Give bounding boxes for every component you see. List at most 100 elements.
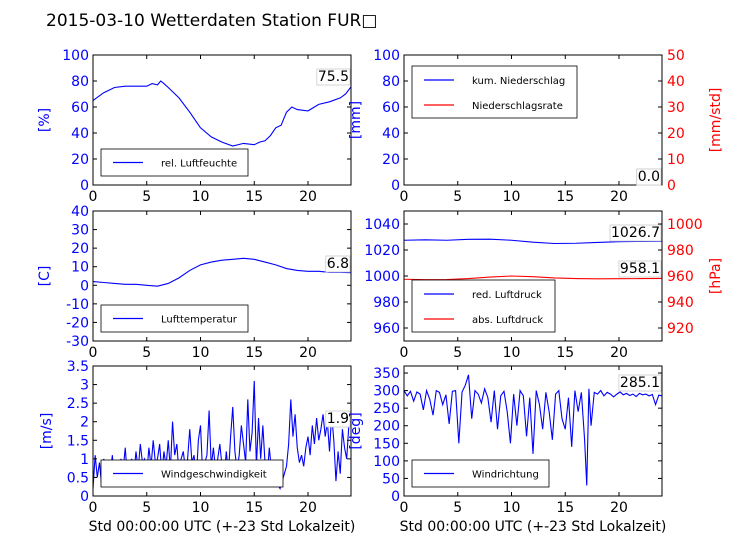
y-tick-label: 100 (373, 454, 400, 470)
x-tick-label: 5 (453, 189, 462, 205)
y2-axis-label-precipitation: [mm/std] (708, 88, 724, 153)
y-tick-label: 0 (391, 489, 400, 505)
x-tick-label: 0 (89, 500, 98, 516)
y-tick-label: 960 (373, 321, 400, 337)
y2-tick-label: 1000 (667, 217, 703, 233)
plot-frame-wind-speed (92, 365, 352, 497)
x-tick-label: 20 (299, 345, 317, 361)
current-value-label: 6.8 (327, 256, 349, 272)
y-tick-label: 20 (71, 241, 89, 257)
current-value-label: 1026.7 (611, 225, 660, 241)
x-tick-label: 0 (400, 345, 409, 361)
y-tick-label: 20 (71, 152, 89, 168)
x-tick-label: 15 (556, 345, 574, 361)
y2-axis-label-pressure: [hPa] (708, 258, 724, 294)
panel-pressure: 0 5 10 15 20 960 980 1000 1020 1040 920 940 960 980 10… (364, 210, 724, 361)
x-tick-label: 5 (453, 500, 462, 516)
legend-box-pressure (411, 279, 556, 333)
y2-tick-label: 10 (667, 152, 685, 168)
series-line-wind-direction-0 (404, 374, 662, 486)
y2-tick-label: 980 (667, 243, 694, 259)
y-tick-label: 980 (373, 295, 400, 311)
y-tick-label: 60 (382, 100, 400, 116)
x-tick-label: 10 (192, 189, 210, 205)
y-tick-label: 200 (373, 419, 400, 435)
y-tick-label: 40 (71, 204, 89, 220)
x-tick-label: 15 (245, 345, 263, 361)
plot-frame-temperature (92, 210, 352, 342)
y-tick-label: 150 (373, 436, 400, 452)
y-tick-label: 3 (80, 378, 89, 394)
y2-tick-label: 960 (667, 269, 694, 285)
series-line-pressure-1 (404, 275, 662, 281)
y-tick-label: 250 (373, 401, 400, 417)
panel-wind-direction: 0 5 10 15 20050100150200250300350[deg]Windri… (348, 365, 663, 516)
x-tick-label: 15 (556, 500, 574, 516)
y-axis-label-wind-direction: [deg] (348, 412, 364, 449)
y-tick-label: 0 (80, 489, 89, 505)
panel-precipitation: 0 5 10 15 20 0 20 40 60 80 100 0 10 20 30 40 50 [mm] [mm/s… (348, 48, 724, 205)
y-tick-label: -10 (66, 297, 89, 313)
x-tick-label: 20 (299, 189, 317, 205)
x-tick-label: 0 (89, 345, 98, 361)
y-axis-label-humidity: [%] (37, 108, 53, 132)
y-tick-label: -30 (66, 334, 89, 350)
x-tick-label: 10 (192, 345, 210, 361)
legend-label: Lufttemperatur (161, 315, 238, 326)
legend-label: kum. Niederschlag (472, 76, 565, 87)
y-tick-label: 350 (373, 366, 400, 382)
y-tick-label: 1040 (364, 217, 400, 233)
y-tick-label: 300 (373, 384, 400, 400)
y-tick-label: 2.5 (67, 396, 89, 412)
current-value-box (316, 68, 351, 86)
figure-title: 2015-03-10 Wetterdaten Station FUR□ (46, 11, 377, 31)
current-value-label: 1.9 (327, 411, 349, 427)
y-tick-label: 60 (71, 100, 89, 116)
x-tick-label: 20 (610, 345, 628, 361)
series-line-temperature-0 (93, 257, 351, 287)
x-tick-label: 15 (245, 500, 263, 516)
series-line-humidity-0 (93, 80, 351, 147)
y-tick-label: 0 (80, 178, 89, 194)
current-value-box (618, 374, 662, 392)
x-axis-label-left: Std 00:00:00 UTC (+-23 Std Lokalzeit) (89, 519, 356, 535)
y-tick-label: 1.5 (67, 433, 89, 449)
y2-tick-label: 40 (667, 74, 685, 90)
y2-tick-label: 20 (667, 126, 685, 142)
x-tick-label: 0 (89, 189, 98, 205)
legend-label: Windrichtung (472, 470, 539, 481)
y-tick-label: 40 (382, 126, 400, 142)
y-tick-label: 100 (373, 48, 400, 64)
x-tick-label: 15 (556, 189, 574, 205)
current-value-box (325, 410, 351, 428)
x-tick-label: 20 (610, 500, 628, 516)
plot-frame-humidity (92, 54, 352, 186)
current-value-label: 958.1 (620, 261, 660, 277)
panel-humidity: 0 5 10 15 20 0 20 40 60 80 100 [%] rel. Luftfeuchte 7… (37, 48, 352, 205)
legend-label: red. Luftdruck (472, 290, 542, 301)
x-tick-label: 10 (503, 189, 521, 205)
plot-frame-wind-direction (403, 365, 663, 497)
x-tick-label: 10 (192, 500, 210, 516)
y2-tick-label: 50 (667, 48, 685, 64)
x-tick-label: 5 (142, 500, 151, 516)
y2-tick-label: 940 (667, 295, 694, 311)
y-tick-label: 10 (71, 260, 89, 276)
current-value-box (636, 168, 662, 186)
panel-temperature: 0 5 10 15 20 -30 -20 -10 0 10 20 30 40 [C] Lufttempera… (37, 204, 352, 361)
current-value-label: 75.5 (318, 69, 349, 85)
x-axis-label-right: Std 00:00:00 UTC (+-23 Std Lokalzeit) (400, 519, 667, 535)
x-tick-label: 10 (503, 500, 521, 516)
legend-label: rel. Luftfeuchte (161, 159, 237, 170)
y-tick-label: 20 (382, 152, 400, 168)
y-tick-label: 100 (62, 48, 89, 64)
x-tick-label: 5 (453, 345, 462, 361)
x-tick-label: 0 (400, 500, 409, 516)
y2-tick-label: 30 (667, 100, 685, 116)
legend-label: Niederschlagsrate (472, 101, 563, 112)
y-axis-label-temperature: [C] (37, 266, 53, 287)
y-tick-label: 0.5 (67, 470, 89, 486)
x-tick-label: 5 (142, 189, 151, 205)
y-axis-label-precipitation: [mm] (348, 101, 364, 139)
